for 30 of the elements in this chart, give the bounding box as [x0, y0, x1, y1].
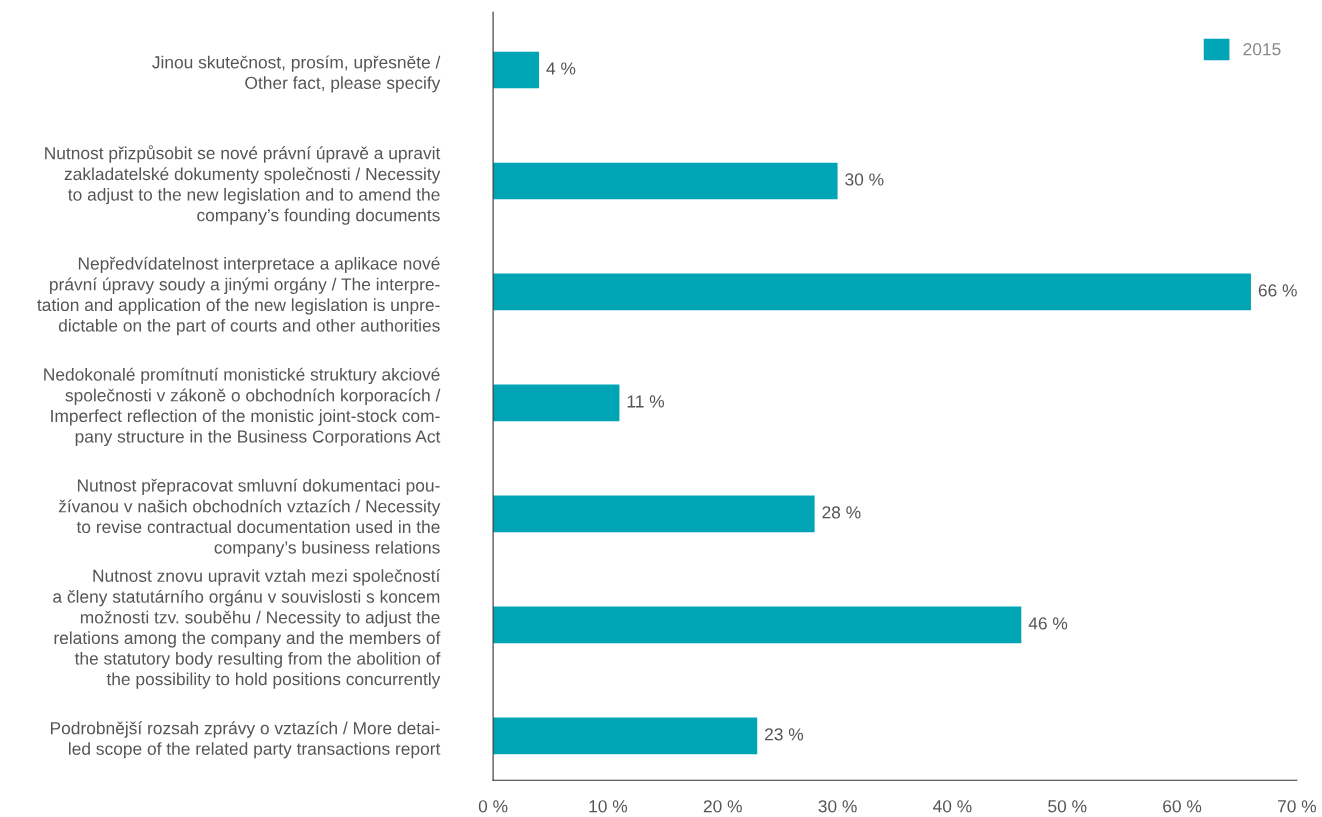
data-label: 4 % [546, 62, 576, 75]
data-label: 23 % [765, 728, 804, 741]
data-label: 30 % [845, 173, 884, 186]
y-tick-label: Podrobnější rozsah zprávy o vztazích / More detai- led scope of the related party transactions report [50, 721, 441, 759]
bar [493, 717, 758, 755]
data-label: 11 % [627, 395, 665, 408]
x-tick-label: 50 % [1048, 800, 1087, 813]
y-tick-label: Nutnost znovu upravit vztah mezi společností a členy statutárního orgánu v souvislosti s koncem možnosti tzv. souběhu / Necessity to adjust the relations among the company and the members of the statutory body resulting from the abolition of the possibility to hold positions concurrently [53, 569, 441, 689]
data-label: 46 % [1028, 617, 1068, 630]
bar [493, 162, 838, 200]
x-tick-label: 40 % [933, 800, 972, 813]
legend-label: 2015 [1243, 43, 1281, 56]
bar [493, 606, 1022, 644]
y-tick-label: Nepředvídatelnost interpretace a aplikace nové právní úpravy soudy a jinými orgány / The interpre- tation and application of the new legislation is unpre- dictable on the part of courts and other authorities [37, 256, 440, 336]
bar [493, 51, 540, 89]
x-tick-label: 60 % [1163, 800, 1202, 813]
y-tick-label: Nutnost přepracovat smluvní dokumentaci pou- žívanou v našich obchodních vztazích / Necessity to revise contractual documentation used in the company’s business relations [58, 478, 441, 558]
x-tick-label: 10 % [589, 800, 628, 813]
x-tick-label: 30 % [818, 800, 857, 813]
x-tick-label: 70 % [1277, 800, 1317, 813]
y-tick-label: Nutnost přizpůsobit se nové právní úpravě a upravit zakladatelské dokumenty společnosti / Necessity to adjust to the new legislation and to amend the company’s founding documents [45, 145, 441, 225]
data-label: 66 % [1258, 284, 1297, 297]
data-label: 28 % [822, 506, 861, 519]
bar [493, 384, 620, 422]
x-tick-label: 0 % [478, 800, 508, 813]
y-tick-label: Nedokonalé promítnutí monistické struktury akciové společnosti v zákoně o obchodních korporacích / Imperfect reflection of the monistic joint-stock com- pany structure in the Business Corporations Act [44, 367, 441, 447]
bar [493, 273, 1251, 311]
x-tick-label: 20 % [703, 800, 742, 813]
y-tick-label: Jinou skutečnost, prosím, upřesněte / Other fact, please specify [152, 55, 441, 93]
bar [493, 495, 815, 533]
